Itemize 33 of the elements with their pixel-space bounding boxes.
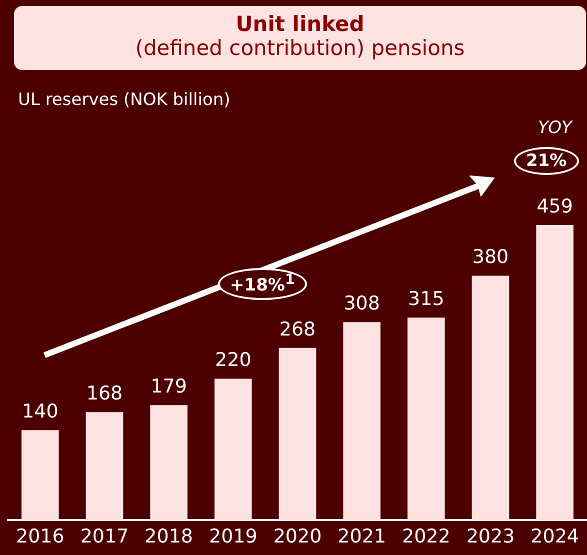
chart-subtitle: (defined contribution) pensions	[134, 36, 466, 60]
x-tick-label: 2023	[466, 526, 515, 548]
bar	[343, 322, 380, 520]
x-tick-label: 2017	[80, 526, 129, 548]
data-label: 459	[536, 195, 573, 218]
bar	[214, 378, 252, 520]
x-tick-label: 2021	[338, 526, 386, 548]
chart-title: Unit linked	[234, 12, 366, 36]
x-tick-label: 2022	[402, 526, 450, 548]
bar	[408, 318, 445, 520]
bar	[150, 405, 188, 520]
data-label: 168	[86, 382, 123, 405]
text: YOY	[538, 118, 572, 138]
x-tick-label: 2019	[208, 526, 258, 548]
bar	[86, 412, 124, 520]
annotation: +18%$^{1}$	[218, 268, 307, 300]
data-label: 315	[408, 288, 444, 310]
bar	[536, 225, 574, 520]
x-tick-label: 2024	[530, 526, 580, 548]
data-label: 179	[150, 376, 187, 398]
bar	[22, 430, 59, 520]
data-label: 140	[22, 400, 58, 423]
text: UL reserves (NOK billion)	[18, 90, 230, 110]
x-tick-label: 2016	[16, 526, 64, 548]
text: 21%	[514, 147, 579, 175]
x-tick-label: 2018	[144, 526, 194, 548]
data-label: 220	[215, 349, 252, 372]
x-tick-label: 2020	[273, 526, 322, 548]
bar	[278, 348, 316, 520]
data-label: 308	[344, 292, 380, 315]
bar	[472, 276, 510, 520]
data-label: 380	[472, 246, 509, 268]
data-label: 268	[279, 318, 316, 340]
